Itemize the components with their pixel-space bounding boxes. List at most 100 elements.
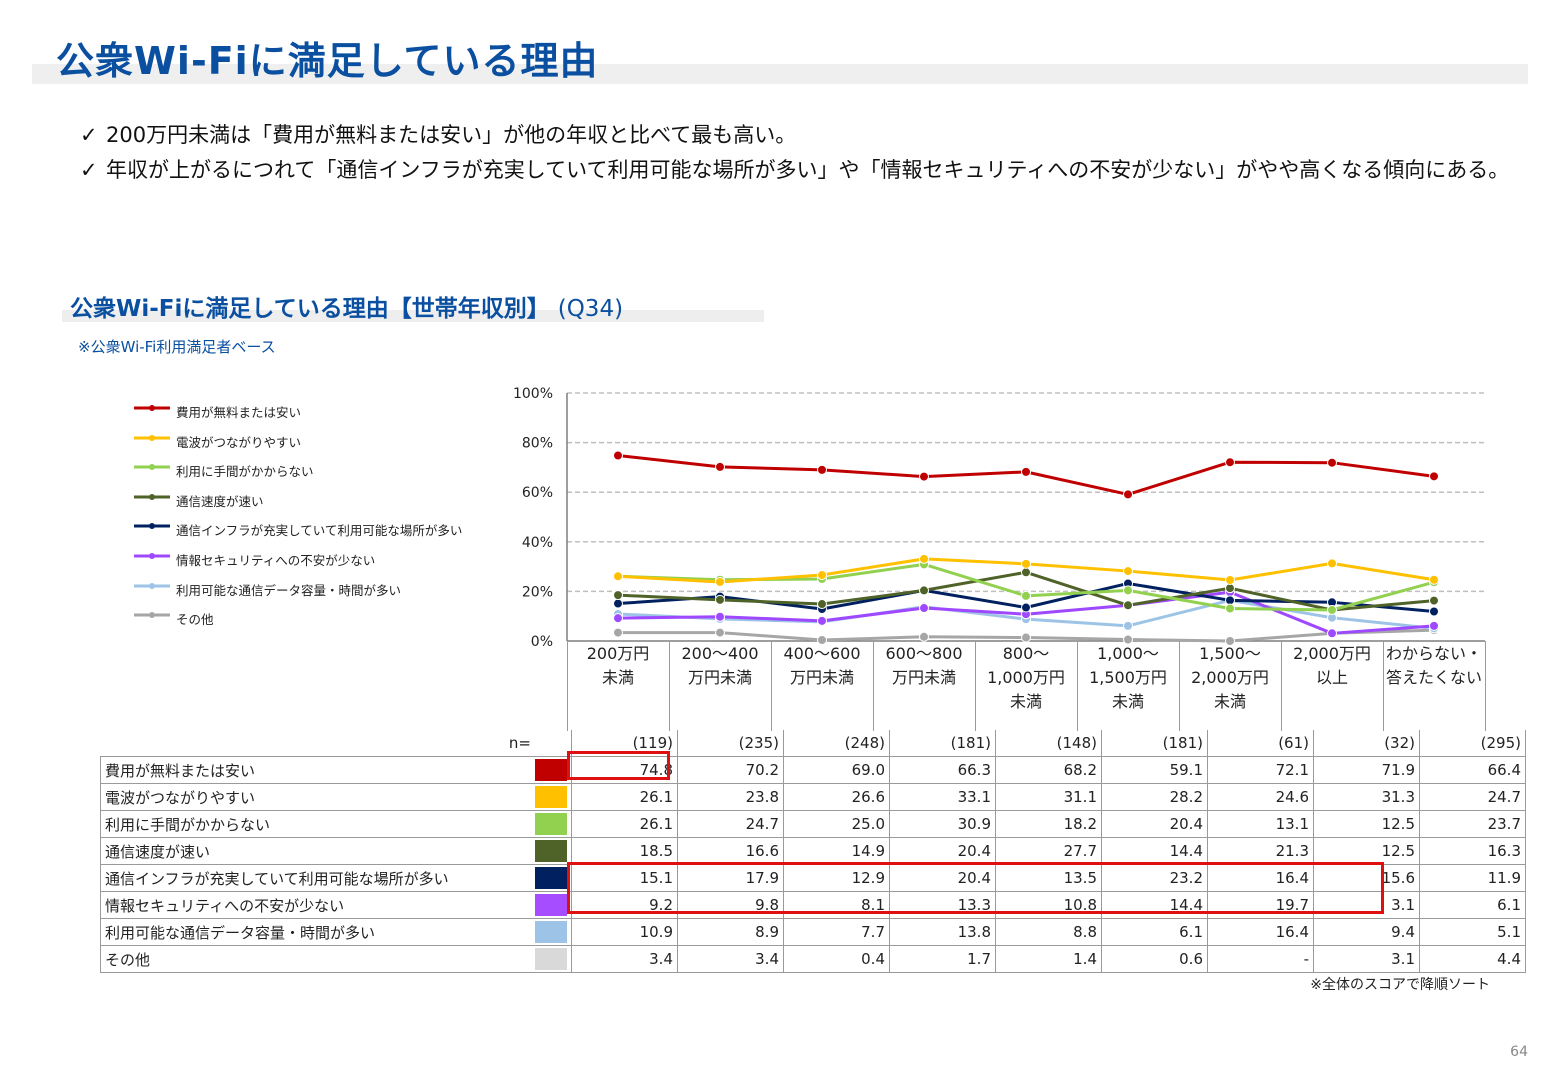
table-cell: 15.1 — [571, 864, 678, 892]
data-point — [1327, 457, 1337, 468]
data-point — [613, 598, 623, 609]
column-divider — [1485, 641, 1486, 731]
highlight-box-200man — [567, 751, 670, 780]
table-cell: 7.7 — [783, 918, 890, 946]
row-color-swatch — [535, 783, 572, 811]
table-cell: 3.1 — [1313, 891, 1420, 919]
bullet-2: ✓ 年収が上がるにつれて「通信インフラが充実していて利用可能な場所が多い」や「情報… — [80, 153, 1509, 188]
table-cell: 31.1 — [995, 783, 1102, 811]
legend-line-marker — [134, 582, 170, 589]
column-header: 200～400 万円未満 — [681, 644, 759, 687]
table-cell: 15.6 — [1313, 864, 1420, 892]
table-row: 情報セキュリティへの不安が少ない 9.2 9.8 8.1 13.3 10.8 14.4 19.… — [100, 891, 1526, 919]
table-cell: 5.1 — [1419, 918, 1526, 946]
column-header: 400～600 万円未満 — [783, 644, 861, 687]
table-cell: 1.7 — [889, 945, 996, 973]
legend-line-marker — [134, 464, 170, 471]
row-label: 利用に手間がかからない — [100, 810, 535, 838]
table-cell: 21.3 — [1207, 837, 1314, 865]
data-point — [613, 450, 623, 461]
data-point — [715, 594, 725, 605]
data-point — [1327, 628, 1337, 639]
column-divider — [975, 641, 976, 731]
n-count: (32) — [1313, 730, 1420, 757]
y-tick-label: 80% — [522, 436, 553, 452]
legend-label: その他 — [176, 612, 214, 628]
data-point — [715, 461, 725, 472]
table-cell: 0.6 — [1101, 945, 1208, 973]
table-cell: 24.6 — [1207, 783, 1314, 811]
table-cell: 69.0 — [783, 756, 890, 784]
legend-label: 情報セキュリティへの不安が少ない — [176, 552, 376, 568]
table-cell: 18.5 — [571, 837, 678, 865]
data-point — [1225, 457, 1235, 468]
page-number: 64 — [1510, 1044, 1528, 1060]
column-divider — [567, 641, 568, 731]
table-cell: 17.9 — [677, 864, 784, 892]
row-label: 情報セキュリティへの不安が少ない — [100, 891, 535, 919]
legend-line-marker — [134, 493, 170, 500]
data-point — [1225, 583, 1235, 594]
data-point — [919, 553, 929, 564]
data-point — [919, 603, 929, 614]
title-underline-bar — [32, 64, 1528, 84]
chart-subtitle: 公衆Wi-Fiに満足している理由【世帯年収別】 (Q34) — [70, 296, 624, 322]
data-point — [919, 471, 929, 482]
column-header: 1,500～ 2,000万円 未満 — [1191, 644, 1269, 711]
data-point — [1429, 606, 1439, 617]
row-label: 費用が無料または安い — [100, 756, 535, 784]
data-point — [715, 611, 725, 622]
table-cell: 24.7 — [1419, 783, 1526, 811]
column-divider — [1077, 641, 1078, 731]
data-point — [1123, 620, 1133, 631]
table-cell: - — [1207, 945, 1314, 973]
table-cell: 13.1 — [1207, 810, 1314, 838]
column-header: 2,000万円 以上 — [1293, 644, 1371, 687]
data-point — [919, 631, 929, 642]
table-cell: 0.4 — [783, 945, 890, 973]
n-count: (61) — [1207, 730, 1314, 757]
table-row: 利用可能な通信データ容量・時間が多い 10.9 8.9 7.7 13.8 8.8 6.1 16… — [100, 918, 1526, 946]
table-cell: 13.3 — [889, 891, 996, 919]
data-point — [1429, 595, 1439, 606]
y-tick-label: 40% — [522, 535, 553, 551]
table-cell: 26.1 — [571, 783, 678, 811]
table-cell: 3.1 — [1313, 945, 1420, 973]
summary-bullets: ✓ 200万円未満は「費用が無料または安い」が他の年収と比べて最も高い。 ✓ 年収が… — [80, 118, 1509, 188]
table-cell: 26.6 — [783, 783, 890, 811]
table-cell: 26.1 — [571, 810, 678, 838]
table-cell: 6.1 — [1101, 918, 1208, 946]
data-point — [1021, 567, 1031, 578]
check-icon: ✓ — [80, 123, 98, 147]
data-point — [817, 635, 827, 646]
column-header: 1,000～ 1,500万円 未満 — [1089, 644, 1167, 711]
table-cell: 23.2 — [1101, 864, 1208, 892]
data-point — [1123, 566, 1133, 577]
table-cell: 3.4 — [677, 945, 784, 973]
table-cell: 18.2 — [995, 810, 1102, 838]
data-point — [817, 615, 827, 626]
table-cell: 20.4 — [889, 837, 996, 865]
table-cell: 27.7 — [995, 837, 1102, 865]
data-point — [1429, 471, 1439, 482]
column-divider — [873, 641, 874, 731]
row-label: 電波がつながりやすい — [100, 783, 535, 811]
table-cell: 6.1 — [1419, 891, 1526, 919]
table-cell: 16.4 — [1207, 864, 1314, 892]
data-point — [817, 599, 827, 610]
data-point — [1225, 574, 1235, 585]
table-cell: 66.3 — [889, 756, 996, 784]
table-cell: 30.9 — [889, 810, 996, 838]
data-point — [1327, 558, 1337, 569]
table-row: 通信インフラが充実していて利用可能な場所が多い 15.1 17.9 12.9 20.4 1… — [100, 864, 1526, 892]
data-point — [613, 571, 623, 582]
row-color-swatch — [535, 756, 572, 784]
column-header: わからない・ 答えたくない — [1385, 644, 1482, 687]
legend-line-marker — [134, 552, 170, 559]
data-point — [613, 590, 623, 601]
table-cell: 10.9 — [571, 918, 678, 946]
data-point — [1021, 602, 1031, 613]
data-point — [1021, 558, 1031, 569]
data-point — [1123, 489, 1133, 500]
table-cell: 19.7 — [1207, 891, 1314, 919]
